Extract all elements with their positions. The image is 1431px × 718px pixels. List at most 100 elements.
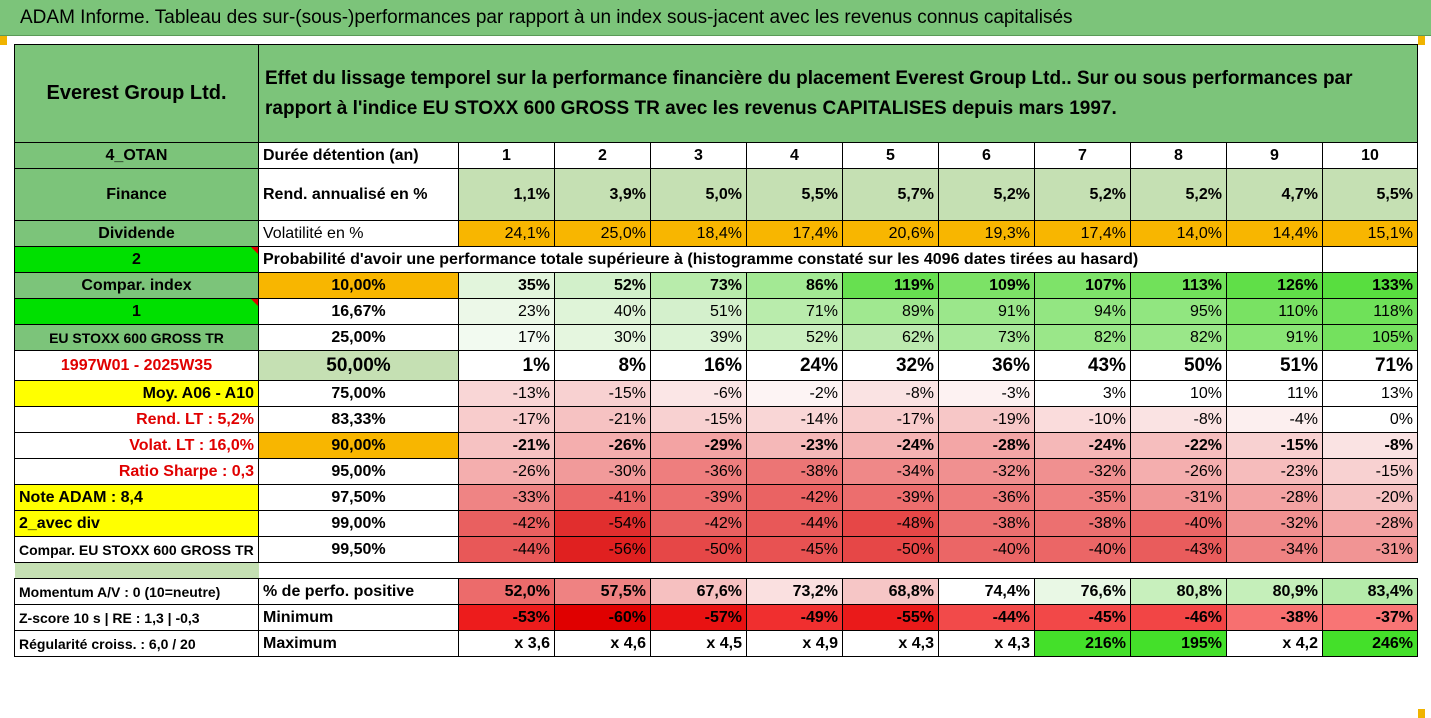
vol-cell: 19,3% <box>938 220 1035 247</box>
summary-value-cell: 80,8% <box>1130 578 1227 605</box>
prob-value-cell: 16% <box>650 350 747 381</box>
prob-value-cell: -8% <box>842 380 939 407</box>
percentile-cell: 97,50% <box>258 484 459 511</box>
percentile-cell: 83,33% <box>258 406 459 433</box>
vol-cell: 20,6% <box>842 220 939 247</box>
summary-row: Momentum A/V : 0 (10=neutre)% de perfo. … <box>14 578 1418 605</box>
prob-value-cell: -15% <box>650 406 747 433</box>
row-left-label: Finance <box>14 168 259 221</box>
separator-cell <box>14 562 259 579</box>
prob-value-cell: -22% <box>1130 432 1227 459</box>
prob-value-cell: 52% <box>746 324 843 351</box>
prob-table-row: Compar. EU STOXX 600 GROSS TR 99,50% -44% -… <box>14 536 1418 563</box>
prob-value-cell: 82% <box>1130 324 1227 351</box>
row-left-label: EU STOXX 600 GROSS TR <box>14 324 259 351</box>
summary-value-cell: 195% <box>1130 630 1227 657</box>
prob-value-cell: -43% <box>1130 536 1227 563</box>
summary-value-cell: x 4,9 <box>746 630 843 657</box>
prob-value-cell: -3% <box>938 380 1035 407</box>
prob-value-cell: -28% <box>938 432 1035 459</box>
prob-value-cell: 86% <box>746 272 843 299</box>
rend-row: Finance Rend. annualisé en % 1,1% 3,9% 5… <box>14 168 1418 221</box>
prob-value-cell: 71% <box>1322 350 1418 381</box>
performance-table: Everest Group Ltd. Effet du lissage temp… <box>14 44 1418 657</box>
empty-cell <box>1322 246 1418 273</box>
prob-table-row: Rend. LT : 5,2% 83,33% -17% -21% -15% -14% -17… <box>14 406 1418 433</box>
prob-value-cell: 36% <box>938 350 1035 381</box>
year-cell: 10 <box>1322 142 1418 169</box>
prob-table-row: Moy. A06 - A10 75,00% -13% -15% -6% -2% -8% -3%… <box>14 380 1418 407</box>
summary-value-cell: 216% <box>1034 630 1131 657</box>
prob-value-cell: 13% <box>1322 380 1418 407</box>
prob-value-cell: -38% <box>746 458 843 485</box>
prob-value-cell: -50% <box>650 536 747 563</box>
summary-value-cell: -55% <box>842 604 939 631</box>
year-cell: 6 <box>938 142 1035 169</box>
rend-cell: 5,2% <box>1130 168 1227 221</box>
prob-value-cell: 113% <box>1130 272 1227 299</box>
prob-value-cell: -56% <box>554 536 651 563</box>
summary-row: Z-score 10 s | RE : 1,3 | -0,3 Minimum -53… <box>14 604 1418 631</box>
row-label: Maximum <box>258 630 459 657</box>
summary-value-cell: -45% <box>1034 604 1131 631</box>
row-left-label: 4_OTAN <box>14 142 259 169</box>
prob-value-cell: -35% <box>1034 484 1131 511</box>
prob-value-cell: -15% <box>1226 432 1323 459</box>
row-left-label: Rend. LT : 5,2% <box>14 406 259 433</box>
prob-value-cell: -32% <box>1226 510 1323 537</box>
prob-value-cell: 110% <box>1226 298 1323 325</box>
prob-value-cell: 51% <box>650 298 747 325</box>
summary-value-cell: 74,4% <box>938 578 1035 605</box>
prob-value-cell: -23% <box>746 432 843 459</box>
year-cell: 3 <box>650 142 747 169</box>
probability-label: Probabilité d'avoir une performance tota… <box>258 246 1227 273</box>
rend-cell: 5,5% <box>746 168 843 221</box>
summary-value-cell: -38% <box>1226 604 1323 631</box>
prob-value-cell: -15% <box>554 380 651 407</box>
prob-value-cell: 52% <box>554 272 651 299</box>
row-label: % de perfo. positive <box>258 578 459 605</box>
prob-value-cell: -30% <box>554 458 651 485</box>
prob-value-cell: -38% <box>1034 510 1131 537</box>
prob-value-cell: -33% <box>458 484 555 511</box>
year-cell: 5 <box>842 142 939 169</box>
prob-value-cell: 91% <box>1226 324 1323 351</box>
prob-value-cell: -13% <box>458 380 555 407</box>
vol-cell: 17,4% <box>1034 220 1131 247</box>
rend-cell: 5,2% <box>1034 168 1131 221</box>
prob-value-cell: 30% <box>554 324 651 351</box>
year-cell: 1 <box>458 142 555 169</box>
prob-value-cell: -32% <box>1034 458 1131 485</box>
percentile-cell: 50,00% <box>258 350 459 381</box>
year-cell: 4 <box>746 142 843 169</box>
prob-value-cell: -14% <box>746 406 843 433</box>
summary-value-cell: 52,0% <box>458 578 555 605</box>
rend-cell: 5,2% <box>938 168 1035 221</box>
vol-cell: 15,1% <box>1322 220 1418 247</box>
prob-value-cell: -17% <box>842 406 939 433</box>
corner-marker-left <box>0 36 7 45</box>
summary-value-cell: 57,5% <box>554 578 651 605</box>
prob-value-cell: 73% <box>650 272 747 299</box>
vol-cell: 17,4% <box>746 220 843 247</box>
prob-value-cell: -42% <box>650 510 747 537</box>
prob-value-cell: -28% <box>1226 484 1323 511</box>
prob-value-cell: 94% <box>1034 298 1131 325</box>
year-cell: 2 <box>554 142 651 169</box>
separator-row <box>14 562 1418 579</box>
summary-value-cell: x 4,5 <box>650 630 747 657</box>
prob-value-cell: 126% <box>1226 272 1323 299</box>
vol-cell: 24,1% <box>458 220 555 247</box>
rend-cell: 3,9% <box>554 168 651 221</box>
vol-cell: 25,0% <box>554 220 651 247</box>
prob-value-cell: -21% <box>458 432 555 459</box>
prob-table-row: 1997W01 - 2025W35 50,00% 1% 8% 16% 24% 32% 36% 4… <box>14 350 1418 381</box>
prob-value-cell: -26% <box>554 432 651 459</box>
row-left-label: 2_avec div <box>14 510 259 537</box>
prob-value-cell: 23% <box>458 298 555 325</box>
prob-value-cell: 50% <box>1130 350 1227 381</box>
percentile-cell: 99,50% <box>258 536 459 563</box>
prob-value-cell: -44% <box>746 510 843 537</box>
prob-value-cell: 24% <box>746 350 843 381</box>
percentile-cell: 95,00% <box>258 458 459 485</box>
